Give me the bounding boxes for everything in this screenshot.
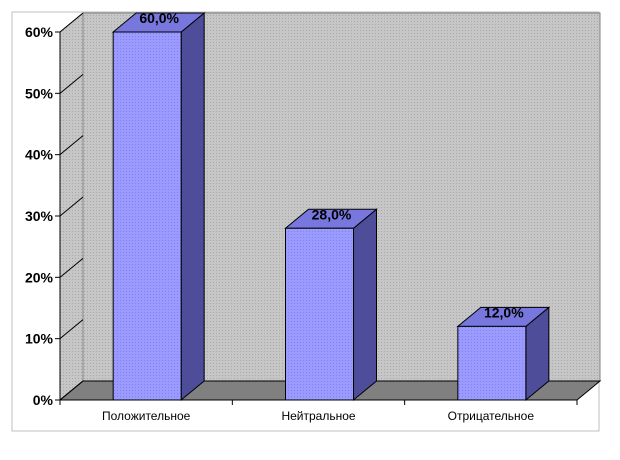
x-category-label: Положительное	[102, 409, 191, 423]
side-wall-tick-line	[59, 135, 84, 156]
y-axis-ticks: 0% 10% 20% 30% 40% 50% 60%	[25, 12, 84, 408]
bar-side-face	[180, 11, 205, 402]
x-category-label: Нейтральное	[281, 409, 355, 423]
side-wall-tick-line	[59, 257, 84, 278]
bar-front-face	[285, 227, 354, 401]
data-label: 12,0%	[484, 304, 524, 320]
bars-layer	[111, 11, 551, 402]
bar-front-face	[457, 325, 527, 401]
y-tick-label: 30%	[25, 208, 54, 224]
data-labels-layer: 60,0% 28,0% 12,0%	[139, 10, 524, 320]
side-wall-tick-line	[59, 196, 84, 217]
x-axis-ticks: Положительное Нейтральное Отрицательное	[59, 400, 578, 423]
bar-отрицательное	[456, 306, 551, 402]
bar-front-face	[112, 31, 182, 401]
side-wall-tick-line	[59, 319, 84, 340]
data-label: 28,0%	[312, 206, 352, 222]
side-wall-tick-line	[59, 73, 84, 94]
side-wall-tick-line	[59, 380, 84, 401]
y-tick-label: 10%	[25, 331, 54, 347]
y-tick-label: 0%	[33, 392, 54, 408]
x-category-label: Отрицательное	[448, 409, 535, 423]
y-tick-label: 60%	[25, 24, 54, 40]
side-wall-tick-line	[59, 12, 84, 33]
bar-положительное	[111, 11, 206, 402]
y-tick-label: 20%	[25, 269, 54, 285]
y-tick-label: 40%	[25, 147, 54, 163]
bar-нейтральное	[284, 208, 378, 402]
data-label: 60,0%	[139, 10, 179, 26]
y-tick-label: 50%	[25, 85, 54, 101]
bar-side-face	[353, 208, 377, 402]
